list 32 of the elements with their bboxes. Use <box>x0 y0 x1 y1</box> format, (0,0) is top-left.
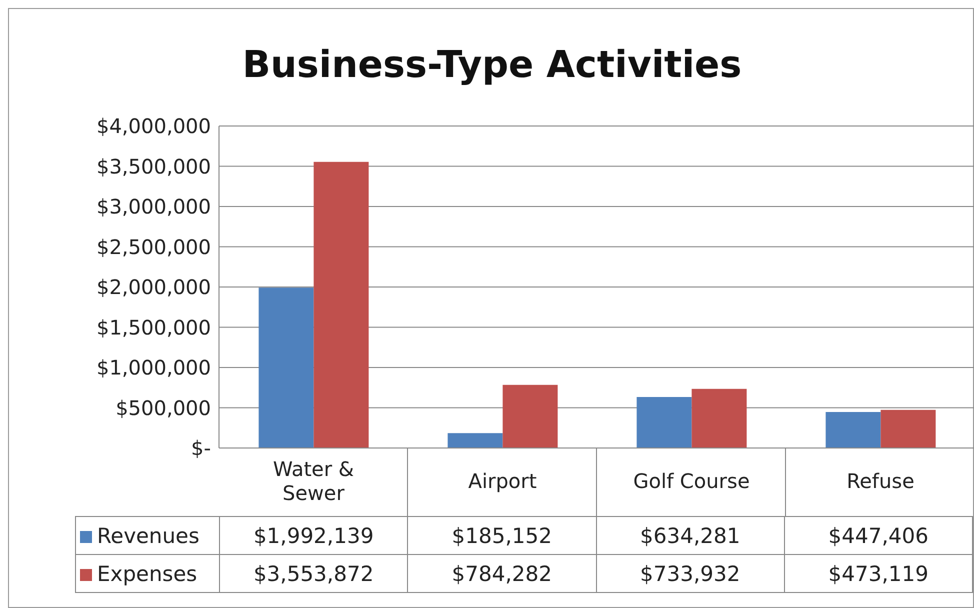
data-label: $1,992,139 <box>219 516 408 554</box>
bar <box>314 162 369 448</box>
data-label: $784,282 <box>408 554 596 592</box>
y-tick-label: $500,000 <box>116 396 211 420</box>
data-label: $473,119 <box>784 554 972 592</box>
y-tick-label: $3,000,000 <box>96 194 211 219</box>
bar <box>448 433 503 448</box>
bar <box>258 288 314 448</box>
bar <box>692 388 747 448</box>
data-label: $634,281 <box>596 516 784 554</box>
bar <box>502 384 558 448</box>
x-tick-label: Refuse <box>846 469 914 493</box>
data-label: $733,932 <box>596 554 784 592</box>
y-tick-label: $3,500,000 <box>96 154 211 178</box>
bar <box>636 396 692 448</box>
y-tick-label: $4,000,000 <box>96 114 211 138</box>
bar <box>826 412 881 448</box>
y-tick-label: $2,500,000 <box>96 234 211 259</box>
chart-title: Business-Type Activities <box>241 43 743 86</box>
data-label: $3,553,872 <box>219 554 408 592</box>
y-tick-label: $- <box>191 436 211 460</box>
y-tick-label: $1,500,000 <box>96 315 211 340</box>
data-label: $185,152 <box>408 516 596 554</box>
y-tick-label: $2,000,000 <box>96 275 211 300</box>
x-tick-label: Golf Course <box>633 469 750 493</box>
y-tick-label: $1,000,000 <box>96 356 211 380</box>
bar <box>880 410 936 448</box>
data-label: $447,406 <box>784 516 972 554</box>
x-tick-label: Airport <box>468 469 537 493</box>
legend-label: Expenses <box>76 554 220 592</box>
x-tick-label: Water & Sewer <box>272 457 354 505</box>
legend-label: Revenues <box>76 516 220 554</box>
